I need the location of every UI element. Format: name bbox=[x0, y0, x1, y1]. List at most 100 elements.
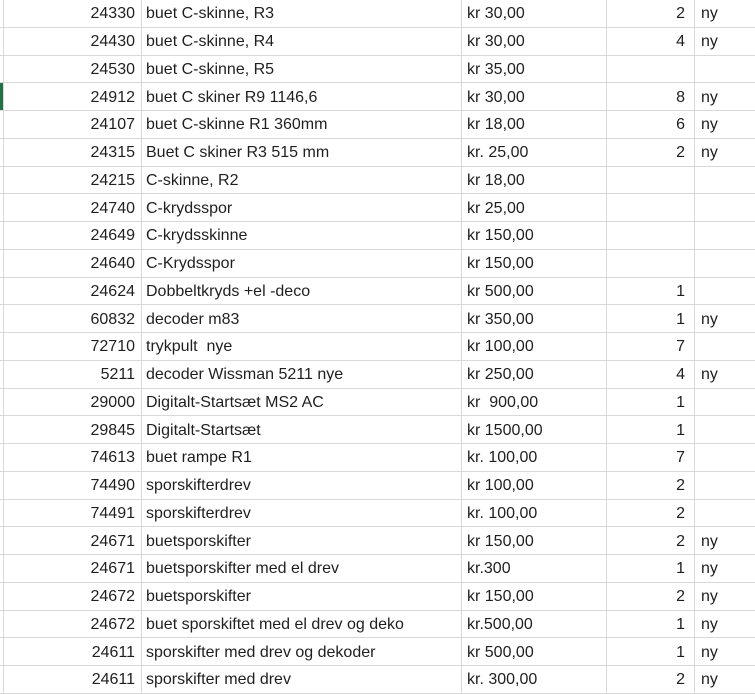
cell-condition-flag[interactable] bbox=[695, 250, 755, 277]
cell-condition-flag[interactable]: ny bbox=[701, 33, 718, 51]
cell-quantity[interactable]: 2 bbox=[607, 471, 695, 499]
cell-item-number[interactable]: 24611 bbox=[4, 638, 142, 665]
cell-quantity[interactable] bbox=[607, 249, 695, 277]
cell-description[interactable]: Digitalt-Startsæt bbox=[142, 416, 462, 443]
cell-description[interactable]: sporskifter med drev bbox=[142, 666, 462, 693]
row-marker-cell[interactable] bbox=[0, 638, 4, 665]
cell-quantity[interactable]: 2 bbox=[607, 499, 695, 527]
cell-condition-flag[interactable]: ny bbox=[701, 366, 718, 384]
cell-condition-flag[interactable] bbox=[695, 333, 755, 360]
cell-price[interactable]: kr 18,00 bbox=[462, 166, 607, 194]
cell-item-number[interactable]: 74613 bbox=[4, 444, 142, 471]
cell-price[interactable]: kr 150,00 bbox=[462, 582, 607, 610]
row-marker-cell[interactable] bbox=[0, 360, 4, 388]
cell-quantity[interactable]: 1 bbox=[607, 388, 695, 416]
row-marker-cell[interactable] bbox=[0, 582, 4, 610]
cell-item-number[interactable]: 24315 bbox=[4, 138, 142, 166]
cell-item-number[interactable]: 24671 bbox=[4, 527, 142, 554]
cell-price[interactable]: kr 150,00 bbox=[462, 527, 607, 554]
cell-condition-flag[interactable]: ny bbox=[701, 116, 718, 134]
cell-quantity[interactable]: 2 bbox=[607, 138, 695, 166]
cell-price[interactable]: kr. 100,00 bbox=[462, 499, 607, 527]
row-marker-cell[interactable] bbox=[0, 0, 4, 27]
cell-item-number[interactable]: 60832 bbox=[4, 305, 142, 332]
cell-description[interactable]: sporskifterdrev bbox=[142, 499, 462, 527]
cell-condition-flag[interactable] bbox=[695, 278, 755, 305]
cell-item-number[interactable]: 72710 bbox=[4, 333, 142, 360]
cell-item-number[interactable]: 24672 bbox=[4, 610, 142, 638]
cell-condition-flag[interactable] bbox=[695, 56, 755, 83]
cell-condition-flag[interactable] bbox=[695, 167, 755, 194]
row-marker-cell[interactable] bbox=[0, 55, 4, 83]
cell-quantity[interactable]: 4 bbox=[607, 27, 695, 55]
cell-condition-flag[interactable] bbox=[695, 222, 755, 249]
cell-condition-flag[interactable]: ny bbox=[701, 144, 718, 162]
row-marker-cell[interactable] bbox=[0, 166, 4, 194]
cell-condition-flag[interactable]: ny bbox=[701, 643, 718, 661]
cell-price[interactable]: kr. 25,00 bbox=[462, 138, 607, 166]
cell-price[interactable]: kr. 100,00 bbox=[462, 444, 607, 471]
cell-quantity[interactable]: 2 bbox=[607, 0, 695, 27]
row-marker-cell[interactable] bbox=[0, 610, 4, 638]
cell-price[interactable]: kr 1500,00 bbox=[462, 416, 607, 443]
cell-condition-flag[interactable]: ny bbox=[701, 310, 718, 328]
cell-quantity[interactable]: 1 bbox=[607, 555, 695, 582]
row-marker-cell[interactable] bbox=[0, 471, 4, 499]
cell-item-number[interactable]: 24640 bbox=[4, 249, 142, 277]
cell-description[interactable]: Digitalt-Startsæt MS2 AC bbox=[142, 388, 462, 416]
cell-condition-flag[interactable]: ny bbox=[701, 532, 718, 550]
row-marker-cell[interactable] bbox=[0, 83, 4, 110]
cell-item-number[interactable]: 24912 bbox=[4, 83, 142, 110]
cell-description[interactable]: buet C-skinne, R5 bbox=[142, 55, 462, 83]
cell-condition-flag[interactable] bbox=[695, 389, 755, 416]
cell-quantity[interactable]: 1 bbox=[607, 277, 695, 305]
row-marker-cell[interactable] bbox=[0, 666, 4, 693]
cell-price[interactable]: kr 900,00 bbox=[462, 388, 607, 416]
cell-item-number[interactable]: 24107 bbox=[4, 111, 142, 138]
cell-description[interactable]: C-Krydsspor bbox=[142, 249, 462, 277]
cell-quantity[interactable]: 1 bbox=[607, 416, 695, 443]
cell-description[interactable]: C-krydsskinne bbox=[142, 222, 462, 249]
cell-quantity[interactable] bbox=[607, 55, 695, 83]
cell-price[interactable]: kr 30,00 bbox=[462, 0, 607, 27]
row-marker-cell[interactable] bbox=[0, 444, 4, 471]
cell-item-number[interactable]: 74491 bbox=[4, 499, 142, 527]
cell-price[interactable]: kr 100,00 bbox=[462, 471, 607, 499]
cell-item-number[interactable]: 29000 bbox=[4, 388, 142, 416]
row-marker-cell[interactable] bbox=[0, 416, 4, 443]
row-marker-cell[interactable] bbox=[0, 499, 4, 527]
cell-price[interactable]: kr 30,00 bbox=[462, 27, 607, 55]
cell-item-number[interactable]: 24215 bbox=[4, 166, 142, 194]
cell-quantity[interactable]: 1 bbox=[607, 610, 695, 638]
cell-quantity[interactable]: 2 bbox=[607, 666, 695, 693]
cell-price[interactable]: kr 500,00 bbox=[462, 638, 607, 665]
cell-item-number[interactable]: 29845 bbox=[4, 416, 142, 443]
row-marker-cell[interactable] bbox=[0, 388, 4, 416]
row-marker-cell[interactable] bbox=[0, 527, 4, 554]
cell-item-number[interactable]: 24611 bbox=[4, 666, 142, 693]
cell-description[interactable]: C-krydsspor bbox=[142, 194, 462, 221]
cell-price[interactable]: kr 150,00 bbox=[462, 222, 607, 249]
cell-condition-flag[interactable] bbox=[695, 416, 755, 443]
cell-item-number[interactable]: 74490 bbox=[4, 471, 142, 499]
cell-item-number[interactable]: 24671 bbox=[4, 555, 142, 582]
cell-item-number[interactable]: 24430 bbox=[4, 27, 142, 55]
row-marker-cell[interactable] bbox=[0, 555, 4, 582]
cell-description[interactable]: Buet C skiner R3 515 mm bbox=[142, 138, 462, 166]
cell-item-number[interactable]: 24740 bbox=[4, 194, 142, 221]
row-marker-cell[interactable] bbox=[0, 27, 4, 55]
cell-quantity[interactable]: 4 bbox=[607, 360, 695, 388]
cell-price[interactable]: kr 25,00 bbox=[462, 194, 607, 221]
cell-description[interactable]: trykpult nye bbox=[142, 333, 462, 360]
cell-condition-flag[interactable]: ny bbox=[701, 588, 718, 606]
cell-condition-flag[interactable]: ny bbox=[701, 671, 718, 689]
cell-description[interactable]: decoder m83 bbox=[142, 305, 462, 332]
cell-quantity[interactable] bbox=[607, 194, 695, 221]
cell-item-number[interactable]: 5211 bbox=[4, 360, 142, 388]
cell-price[interactable]: kr 150,00 bbox=[462, 249, 607, 277]
cell-item-number[interactable]: 24624 bbox=[4, 277, 142, 305]
cell-quantity[interactable]: 7 bbox=[607, 444, 695, 471]
cell-description[interactable]: buet rampe R1 bbox=[142, 444, 462, 471]
cell-price[interactable]: kr 500,00 bbox=[462, 277, 607, 305]
cell-price[interactable]: kr 250,00 bbox=[462, 360, 607, 388]
